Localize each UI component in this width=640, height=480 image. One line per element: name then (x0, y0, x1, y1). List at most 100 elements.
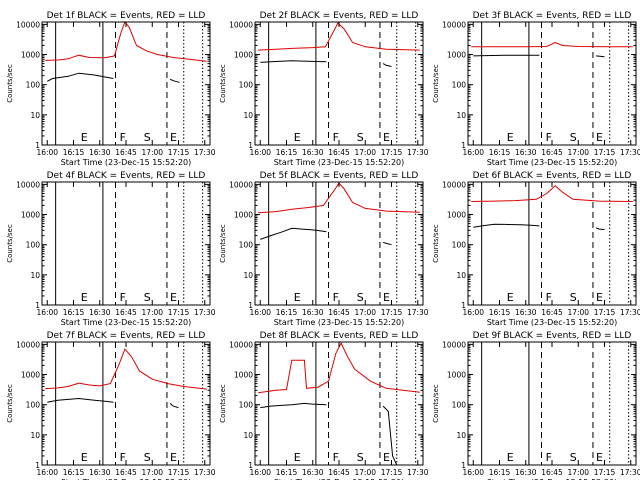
x-tick-label: 16:15 (489, 148, 511, 157)
y-tick-label: 1000 (234, 371, 253, 380)
x-tick-label: 17:00 (141, 468, 163, 477)
flag-label: S (144, 451, 151, 464)
events-series-line (596, 55, 605, 58)
y-tick-label: 1000 (234, 211, 253, 220)
y-tick-label: 1 (248, 301, 253, 310)
plot-frame (41, 181, 211, 306)
x-axis-label: Start Time (23-Dec-15 15:52:20) (487, 478, 618, 480)
y-tick-label: 1 (35, 141, 40, 150)
x-tick-label: 16:15 (489, 308, 511, 317)
panel-title: Det 8f BLACK = Events, RED = LLD (260, 331, 419, 341)
panel-det-3: Det 3f BLACK = Events, RED = LLD E F S E 1 10 1… (432, 11, 640, 167)
panel-det-8: Det 8f BLACK = Events, RED = LLD E F S E 1 10 1… (219, 331, 429, 480)
x-tick-label: 17:30 (194, 468, 216, 477)
y-tick-label: 100 (26, 401, 41, 410)
x-tick-label: 17:30 (620, 468, 640, 477)
x-axis-label: Start Time (23-Dec-15 15:52:20) (61, 478, 192, 480)
x-tick-label: 17:15 (168, 148, 190, 157)
flag-label: F (120, 131, 126, 144)
y-tick-label: 10 (243, 271, 253, 280)
flag-label: E (294, 291, 301, 304)
y-axis-label: Counts/sec (219, 224, 227, 263)
x-tick-label: 17:00 (567, 148, 589, 157)
x-tick-label: 17:15 (594, 468, 616, 477)
x-tick-label: 16:45 (541, 468, 563, 477)
y-tick-label: 1000 (234, 51, 253, 60)
x-tick-label: 16:30 (302, 308, 324, 317)
x-axis-label: Start Time (23-Dec-15 15:52:20) (61, 158, 192, 167)
plot-frame (254, 181, 424, 306)
x-tick-label: 16:15 (276, 148, 298, 157)
plot-frame (467, 181, 637, 306)
y-axis-label: Counts/sec (432, 384, 440, 423)
panel-det-1: Det 1f BLACK = Events, RED = LLD E F S E 1 10 1… (6, 11, 216, 167)
x-tick-label: 17:00 (354, 148, 376, 157)
x-tick-label: 17:00 (141, 308, 163, 317)
flag-label: S (357, 131, 364, 144)
flag-label: S (357, 291, 364, 304)
flag-label: E (383, 291, 390, 304)
x-tick-label: 17:00 (567, 468, 589, 477)
y-tick-label: 10000 (16, 340, 40, 349)
lld-series-line (45, 348, 207, 390)
panel-title: Det 6f BLACK = Events, RED = LLD (473, 171, 632, 181)
y-tick-label: 10 (30, 431, 40, 440)
x-tick-label: 17:15 (381, 148, 403, 157)
y-axis-label: Counts/sec (432, 64, 440, 103)
y-axis-label: Counts/sec (219, 384, 227, 423)
x-tick-label: 16:30 (515, 308, 537, 317)
x-tick-label: 17:00 (354, 468, 376, 477)
x-tick-label: 16:15 (63, 308, 85, 317)
flag-label: E (170, 291, 177, 304)
flag-label: E (81, 451, 88, 464)
panel-title: Det 9f BLACK = Events, RED = LLD (473, 331, 632, 341)
flag-label: S (570, 291, 577, 304)
y-tick-label: 1 (35, 461, 40, 470)
y-tick-label: 1 (461, 461, 466, 470)
x-tick-label: 16:00 (249, 468, 271, 477)
flag-label: S (570, 451, 577, 464)
plot-frame (41, 21, 211, 146)
y-tick-label: 10 (456, 431, 466, 440)
panel-title: Det 7f BLACK = Events, RED = LLD (47, 331, 206, 341)
x-tick-label: 16:30 (89, 148, 111, 157)
x-tick-label: 17:15 (381, 468, 403, 477)
x-tick-label: 16:00 (462, 148, 484, 157)
x-axis-label: Start Time (23-Dec-15 15:52:20) (274, 478, 405, 480)
x-tick-label: 17:30 (194, 148, 216, 157)
events-series-line (47, 72, 114, 82)
flag-label: E (507, 451, 514, 464)
lld-series-line (258, 341, 420, 394)
x-tick-label: 16:30 (515, 148, 537, 157)
events-series-line (169, 78, 180, 83)
events-series-line (382, 63, 392, 67)
panel-det-7: Det 7f BLACK = Events, RED = LLD E F S E 1 10 1… (6, 331, 216, 480)
x-tick-label: 16:00 (462, 468, 484, 477)
y-axis-label: Counts/sec (6, 64, 14, 103)
flag-label: E (596, 131, 603, 144)
x-tick-label: 16:45 (115, 308, 137, 317)
lld-series-line (258, 182, 420, 214)
plot-frame (254, 341, 424, 466)
flag-label: E (596, 451, 603, 464)
flag-label: E (294, 451, 301, 464)
y-tick-label: 100 (452, 241, 467, 250)
lld-series-line (471, 41, 633, 48)
y-axis-label: Counts/sec (219, 64, 227, 103)
flag-label: S (144, 291, 151, 304)
x-axis-label: Start Time (23-Dec-15 15:52:20) (487, 158, 618, 167)
flag-label: E (81, 291, 88, 304)
y-axis-label: Counts/sec (6, 224, 14, 263)
x-tick-label: 17:30 (407, 308, 429, 317)
x-tick-label: 16:45 (115, 148, 137, 157)
flag-label: E (383, 131, 390, 144)
events-series-line (473, 223, 540, 228)
y-tick-label: 10 (243, 111, 253, 120)
y-tick-label: 1 (461, 301, 466, 310)
x-tick-label: 16:00 (462, 308, 484, 317)
panel-title: Det 1f BLACK = Events, RED = LLD (47, 11, 206, 21)
flag-label: S (144, 131, 151, 144)
panel-title: Det 3f BLACK = Events, RED = LLD (473, 11, 632, 21)
x-tick-label: 17:00 (354, 308, 376, 317)
